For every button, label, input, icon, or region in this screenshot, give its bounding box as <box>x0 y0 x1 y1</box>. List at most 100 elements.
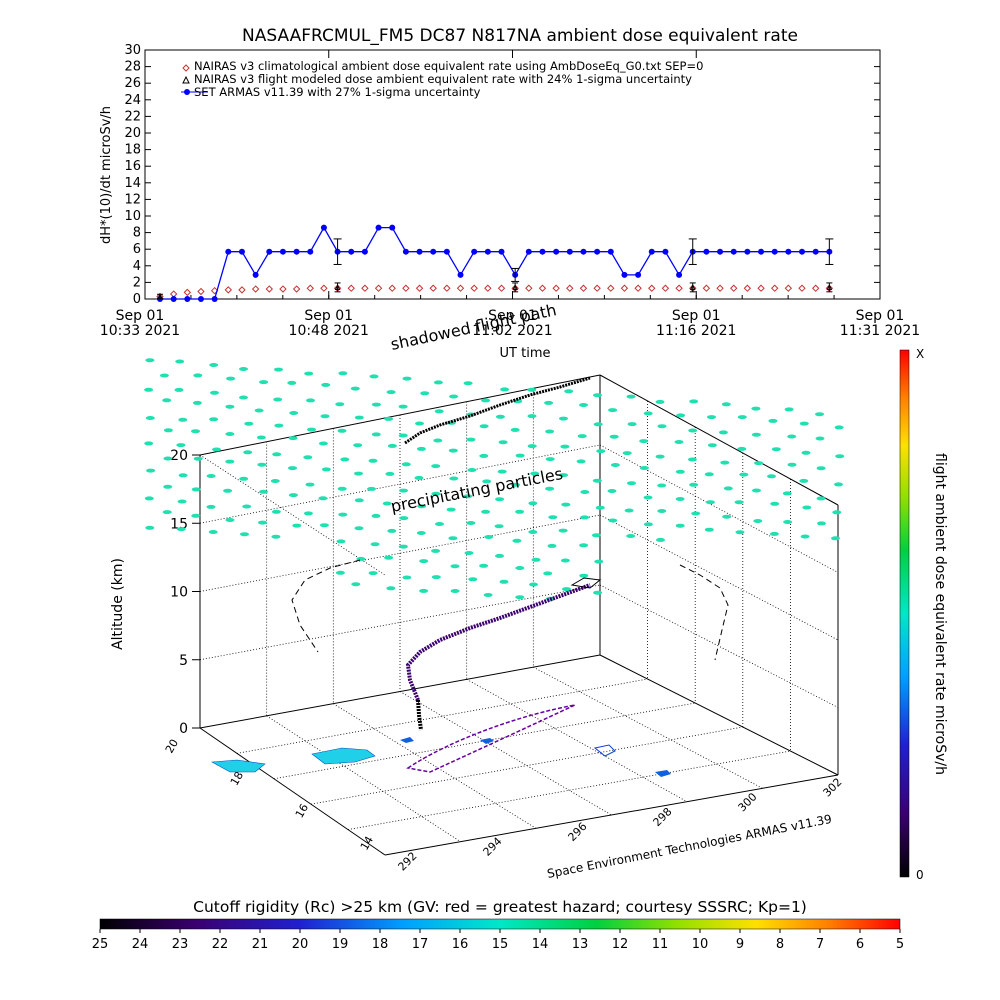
nairas-climatological-point <box>306 284 314 292</box>
particle-mark <box>515 595 525 600</box>
colorbar-tick-label: 17 <box>412 937 429 952</box>
particle-mark <box>607 489 617 493</box>
armas-point <box>211 296 218 302</box>
particle-mark <box>707 415 716 420</box>
particle-mark <box>398 433 408 438</box>
particle-mark <box>579 543 589 548</box>
colorbar-tick-label: 18 <box>372 937 389 952</box>
flight-profile-ground-segment <box>416 699 423 731</box>
armas-point <box>635 271 642 278</box>
armas-point <box>648 248 655 255</box>
particle-mark <box>398 544 408 549</box>
particle-mark <box>163 428 173 433</box>
latitude-tick-label: 16 <box>293 802 311 821</box>
nairas-climatological-point <box>770 284 779 292</box>
particle-mark <box>495 497 505 502</box>
particle-mark <box>752 488 761 493</box>
particle-mark <box>816 496 826 501</box>
altitude-tick-label: 10 <box>170 585 188 601</box>
y-tick-label: 18 <box>124 143 141 158</box>
particle-mark <box>318 496 328 501</box>
particle-mark <box>626 394 636 399</box>
armas-point <box>771 248 778 255</box>
particle-mark <box>368 458 378 463</box>
armas-point <box>170 296 177 302</box>
particle-mark <box>270 479 280 483</box>
island-shape <box>400 737 414 743</box>
particle-mark <box>416 531 426 535</box>
particle-mark <box>481 509 491 514</box>
particle-mark <box>420 391 430 396</box>
particle-mark <box>398 404 408 409</box>
particle-mark <box>466 521 476 525</box>
particle-mark <box>657 424 667 429</box>
particle-mark <box>259 380 269 385</box>
nairas-climatological-point <box>757 284 765 292</box>
x-tick-label-time: 10:48 2021 <box>289 323 369 339</box>
particle-mark <box>320 414 330 419</box>
particle-mark <box>531 557 541 562</box>
particle-mark <box>815 412 824 417</box>
particle-mark <box>338 512 348 517</box>
floor-gridline <box>236 678 648 754</box>
x-tick-label-time: 11:16 2021 <box>656 323 736 339</box>
particle-mark <box>529 582 538 587</box>
armas-point <box>703 248 710 255</box>
y-tick-label: 26 <box>124 76 141 91</box>
nairas-climatological-point <box>320 284 328 292</box>
armas-point <box>389 224 396 231</box>
diamond-marker-icon <box>182 64 190 72</box>
particle-mark <box>225 459 235 464</box>
armas-point <box>717 248 724 255</box>
particle-mark <box>144 387 154 392</box>
particle-mark <box>337 428 347 433</box>
longitude-tick-label: 296 <box>566 820 590 844</box>
armas-point <box>498 248 505 255</box>
particle-mark <box>288 466 297 471</box>
particle-mark <box>450 589 460 593</box>
particle-mark <box>464 551 474 555</box>
particle-mark <box>626 534 636 538</box>
particle-mark <box>655 454 665 459</box>
particle-mark <box>292 523 302 528</box>
y-tick-label: 8 <box>133 226 141 241</box>
particle-mark <box>608 408 618 413</box>
particle-mark <box>191 513 201 518</box>
particle-mark <box>305 482 315 487</box>
particle-mark <box>239 367 248 371</box>
particle-mark <box>784 407 794 412</box>
bottom-colorbar-ticks: 25 24 23 22 21 20 19 18 17 16 15 14 13 12 11 10 9 8 7 6 5 <box>92 929 904 952</box>
nairas-climatological-point <box>743 284 752 292</box>
particle-mark <box>448 536 458 541</box>
particle-mark <box>799 478 809 483</box>
nairas-climatological-point <box>361 284 369 292</box>
modeled-point <box>512 284 518 290</box>
particle-mark <box>419 559 429 564</box>
particle-mark <box>289 411 299 415</box>
particle-mark <box>225 404 235 409</box>
flight-profile-3d <box>405 583 591 701</box>
right-colorbar-title: flight ambient dose equivalent rate micr… <box>932 453 948 775</box>
modeled-point <box>334 284 341 290</box>
particle-mark <box>304 371 314 376</box>
x-tick-label-date: Sep 01 <box>304 308 353 324</box>
particle-mark <box>655 399 665 404</box>
island-shape <box>655 770 671 777</box>
particle-mark <box>163 484 173 489</box>
particle-mark <box>431 491 441 496</box>
armas-point <box>184 296 191 302</box>
y-tick-label: 6 <box>133 242 141 257</box>
particle-mark <box>177 499 187 504</box>
particle-mark <box>834 425 844 430</box>
nairas-climatological-point <box>470 284 478 292</box>
particle-mark <box>146 468 156 473</box>
particle-mark <box>257 462 267 467</box>
particle-mark <box>354 415 364 420</box>
nairas-climatological-point <box>634 284 642 292</box>
particle-mark <box>527 444 537 449</box>
particle-mark <box>175 359 185 364</box>
particle-mark <box>338 371 348 376</box>
particle-mark <box>483 593 493 597</box>
particle-mark <box>560 558 570 563</box>
particle-mark <box>354 526 364 531</box>
